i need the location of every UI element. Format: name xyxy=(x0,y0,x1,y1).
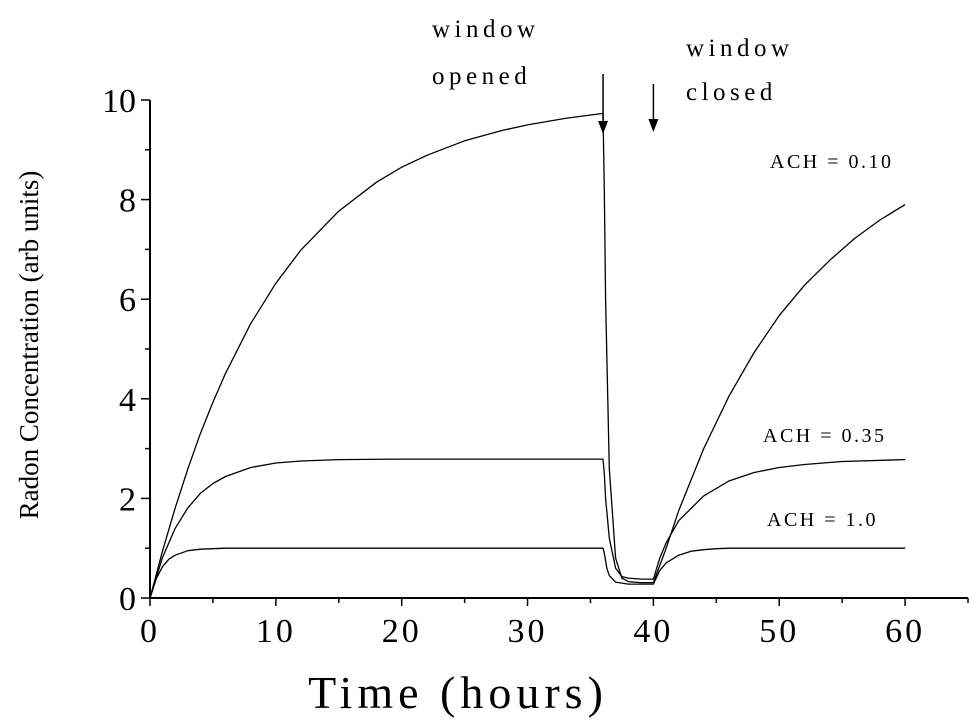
y-tick-label: 2 xyxy=(119,481,136,518)
series-line-0 xyxy=(149,112,906,599)
y-tick-label: 6 xyxy=(119,282,136,319)
arrow-window-opened-head xyxy=(598,121,609,134)
series-line-1 xyxy=(149,458,906,599)
y-tick-label: 0 xyxy=(119,581,136,618)
x-tick-label: 10 xyxy=(256,613,296,650)
x-tick-label: 60 xyxy=(885,613,925,650)
arrow-window-closed-head xyxy=(648,119,659,132)
annotation-window-closed-line2: closed xyxy=(686,79,777,106)
series-line-2 xyxy=(149,547,906,599)
x-tick-label: 30 xyxy=(508,613,548,650)
ticks xyxy=(141,99,969,606)
x-tick-label: 50 xyxy=(759,613,799,650)
series-label-ach-0-35: ACH = 0.35 xyxy=(763,425,887,447)
tick-labels: 0 10 20 30 40 50 60 0 2 4 6 8 10 xyxy=(102,83,925,650)
annotation-arrows xyxy=(598,74,659,134)
y-axis-title: Radon Concentration (arb units) xyxy=(14,171,44,520)
series-group xyxy=(149,112,906,599)
y-tick-label: 4 xyxy=(119,382,136,419)
annotation-window-opened-line2: opened xyxy=(432,63,531,90)
annotation-window-opened-line1: window xyxy=(432,16,540,43)
y-tick-label: 8 xyxy=(119,183,136,220)
x-axis-title: Time (hours) xyxy=(308,667,608,718)
annotation-window-closed-line1: window xyxy=(686,35,794,62)
series-label-ach-1-0: ACH = 1.0 xyxy=(767,509,878,531)
x-tick-label: 20 xyxy=(382,613,422,650)
x-tick-label: 40 xyxy=(633,613,673,650)
x-tick-label: 0 xyxy=(140,613,160,650)
y-tick-label: 10 xyxy=(102,83,136,120)
series-label-ach-0-10: ACH = 0.10 xyxy=(770,151,894,173)
